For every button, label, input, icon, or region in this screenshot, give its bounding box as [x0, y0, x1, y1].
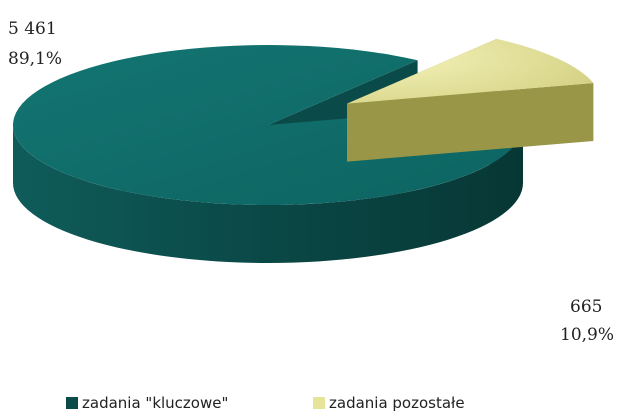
legend-swatch-other-tasks	[313, 397, 325, 409]
pie-slice-side-key-tasks-0	[13, 125, 523, 263]
pie-slice-key-tasks	[12, 44, 523, 205]
data-label-value-key-tasks: 5 461	[8, 19, 57, 39]
pie-slice-other-tasks	[347, 38, 594, 104]
legend-item-other-tasks: zadania pozostałe	[313, 392, 465, 414]
data-label-percent-key-tasks: 89,1%	[8, 49, 63, 69]
legend-swatch-key-tasks	[66, 397, 78, 409]
legend: zadania "kluczowe" zadania pozostałe	[0, 392, 622, 414]
legend-label-other-tasks: zadania pozostałe	[329, 394, 465, 412]
data-label-value-other-tasks: 665	[570, 297, 603, 317]
legend-label-key-tasks: zadania "kluczowe"	[82, 394, 229, 412]
pie-slice-wall-other-tasks-1	[347, 82, 594, 162]
data-label-percent-other-tasks: 10,9%	[560, 325, 615, 345]
legend-item-key-tasks: zadania "kluczowe"	[66, 392, 228, 414]
